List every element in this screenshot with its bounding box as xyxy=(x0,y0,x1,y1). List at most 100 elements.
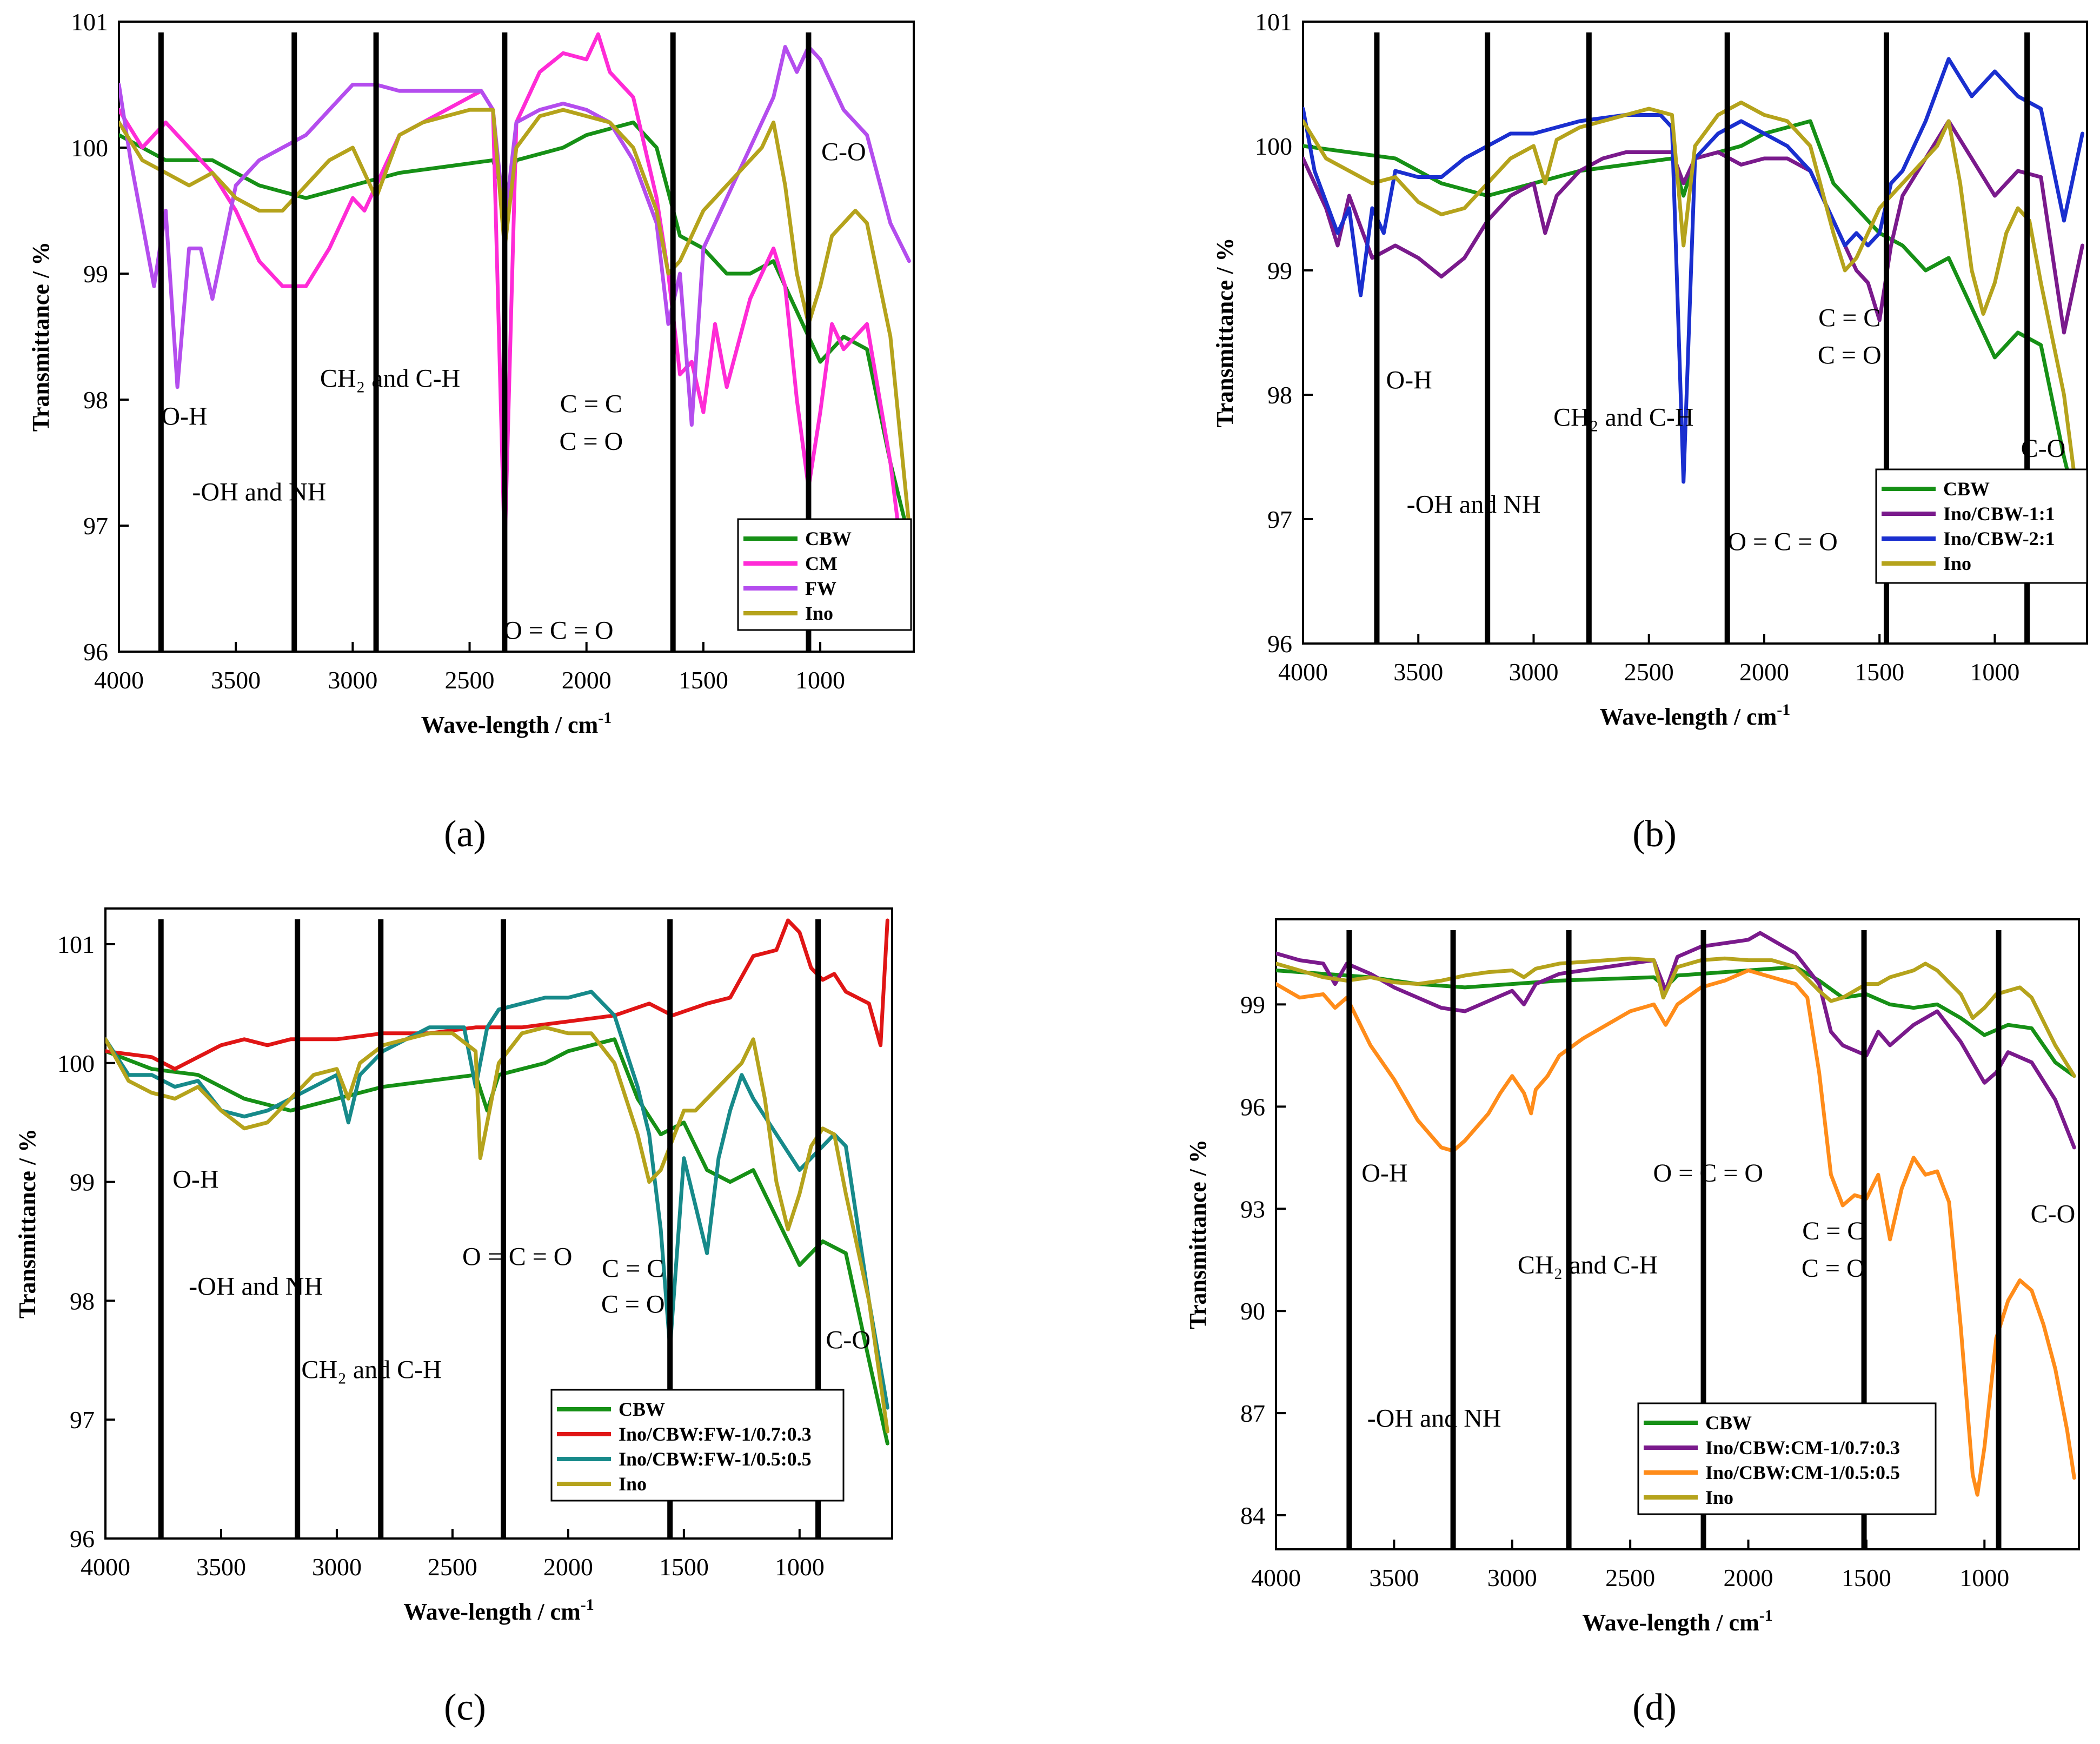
legend-label: CM xyxy=(805,553,838,574)
y-tick-label: 100 xyxy=(1255,132,1292,160)
y-tick-label: 101 xyxy=(71,8,108,36)
y-tick-label: 98 xyxy=(1267,381,1292,409)
band-annotation: C = C xyxy=(560,389,622,418)
x-tick-label: 1000 xyxy=(1959,1564,2009,1592)
legend-label: Ino xyxy=(805,602,833,624)
series-line-Ino xyxy=(1303,101,2084,540)
panel-a: 4000 3500 3000 2500 2000 1500 1000 96 97 98 99 100 1… xyxy=(28,8,915,855)
x-axis-label-superscript: -1 xyxy=(1777,701,1790,719)
panel-caption: (d) xyxy=(1632,1687,1677,1728)
legend-label: CBW xyxy=(1943,478,1990,500)
legend-label: Ino xyxy=(619,1473,647,1495)
y-tick-label: 93 xyxy=(1240,1195,1265,1223)
y-tick-label: 100 xyxy=(57,1050,95,1077)
x-tick-label: 2500 xyxy=(1605,1564,1655,1592)
series-line-Ino/CBW:FW-1/0.7:0.3 xyxy=(105,918,889,1071)
y-tick-label: 97 xyxy=(70,1406,95,1434)
plot-frame xyxy=(1302,21,2088,645)
panel-b: 4000 3500 3000 2500 2000 1500 1000 96 97 98 99 100 1… xyxy=(1212,8,2088,855)
y-tick-label: 96 xyxy=(1267,630,1292,658)
series-line-Ino xyxy=(1276,956,2076,1078)
y-tick-label: 99 xyxy=(70,1169,95,1196)
series-line-Ino/CBW:CM-1/0.5:0.5 xyxy=(1276,969,2076,1497)
x-tick-label: 2500 xyxy=(445,666,495,694)
x-tick-label: 3500 xyxy=(1393,658,1443,686)
y-axis-label: Transmittance / % xyxy=(1212,237,1238,427)
y-tick-label: 98 xyxy=(70,1287,95,1315)
band-annotation: C-O xyxy=(821,137,866,166)
band-annotation: CH₂ and C-H xyxy=(320,364,460,393)
x-tick-label: 2500 xyxy=(1624,658,1674,686)
x-tick-label: 2000 xyxy=(1739,658,1789,686)
y-tick-label: 99 xyxy=(1240,991,1265,1018)
legend-label: Ino/CBW-2:1 xyxy=(1943,528,2055,549)
panel-d: 4000 3500 3000 2500 2000 1500 1000 84 87 90 93 96 99… xyxy=(1185,918,2080,1728)
x-tick-label: 3000 xyxy=(328,666,377,694)
y-tick-label: 100 xyxy=(71,134,108,162)
band-annotation: C-O xyxy=(2021,434,2066,463)
series-line-CM xyxy=(119,32,911,616)
y-tick-label: 87 xyxy=(1240,1400,1265,1427)
series-line-Ino/CBW:CM-1/0.7:0.3 xyxy=(1276,931,2076,1150)
y-tick-label: 96 xyxy=(1240,1093,1265,1120)
data-area xyxy=(1303,57,2084,540)
y-tick-label: 101 xyxy=(57,931,95,958)
x-tick-label: 1000 xyxy=(1970,658,2019,686)
x-tick-label: 3000 xyxy=(1487,1564,1537,1592)
x-tick-label: 3500 xyxy=(211,666,261,694)
plot-frame xyxy=(104,907,893,1540)
band-annotation: O = C = O xyxy=(462,1242,572,1271)
x-tick-label: 4000 xyxy=(94,666,144,694)
x-axis-label-superscript: -1 xyxy=(1759,1607,1773,1624)
legend: CBW CM FW Ino xyxy=(737,518,912,631)
panel-caption: (b) xyxy=(1632,813,1677,855)
series-line-Ino xyxy=(105,1025,889,1434)
legend-label: CBW xyxy=(805,528,852,549)
x-tick-label: 1000 xyxy=(795,666,845,694)
band-annotation: O = C = O xyxy=(1653,1159,1763,1188)
x-tick-label: 2000 xyxy=(543,1553,593,1581)
band-annotation: C = O xyxy=(601,1290,665,1318)
x-axis-label-superscript: -1 xyxy=(598,709,612,727)
legend-label: Ino/CBW:CM-1/0.7:0.3 xyxy=(1705,1437,1900,1458)
x-axis-label: Wave-length / cm-1 xyxy=(1582,1607,1773,1636)
legend: CBW Ino/CBW-1:1 Ino/CBW-2:1 Ino xyxy=(1875,468,2088,584)
band-annotation: C = O xyxy=(559,427,623,456)
legend: CBW Ino/CBW:FW-1/0.7:0.3 Ino/CBW:FW-1/0.5:… xyxy=(550,1389,845,1502)
y-tick-label: 90 xyxy=(1240,1297,1265,1325)
legend-label: Ino xyxy=(1943,553,1971,574)
band-annotation: C-O xyxy=(826,1325,870,1354)
x-tick-label: 2000 xyxy=(1724,1564,1773,1592)
y-tick-label: 99 xyxy=(1267,257,1292,284)
data-area xyxy=(105,918,889,1445)
y-tick-label: 97 xyxy=(1267,506,1292,533)
x-axis-label-superscript: -1 xyxy=(581,1596,594,1614)
y-axis-label: Transmittance / % xyxy=(14,1129,41,1318)
x-tick-label: 1500 xyxy=(679,666,728,694)
band-annotation: C = O xyxy=(1802,1254,1865,1283)
legend-label: Ino/CBW:FW-1/0.7:0.3 xyxy=(619,1423,812,1445)
band-annotation: O-H xyxy=(161,402,207,431)
panel-c: 4000 3500 3000 2500 2000 1500 1000 96 97 98 99 100 1… xyxy=(14,907,893,1728)
x-tick-label: 1000 xyxy=(775,1553,825,1581)
x-axis-label: Wave-length / cm-1 xyxy=(1600,701,1791,730)
x-tick-label: 3500 xyxy=(196,1553,246,1581)
legend-label: Ino/CBW:CM-1/0.5:0.5 xyxy=(1705,1462,1900,1483)
legend-label: FW xyxy=(805,578,836,599)
panel-caption: (c) xyxy=(444,1687,486,1728)
band-annotation: C = C xyxy=(1802,1217,1864,1245)
x-tick-label: 1500 xyxy=(1855,658,1904,686)
band-annotation: CH₂ and C-H xyxy=(1553,403,1693,432)
y-axis-label: Transmittance / % xyxy=(1185,1139,1211,1329)
legend-label: Ino/CBW-1:1 xyxy=(1943,503,2055,525)
band-annotation: C-O xyxy=(2031,1199,2076,1228)
band-annotation: O-H xyxy=(1386,366,1432,395)
x-tick-label: 1500 xyxy=(659,1553,709,1581)
data-area xyxy=(119,32,911,616)
panel-caption: (a) xyxy=(444,813,486,855)
legend-label: Ino xyxy=(1705,1487,1733,1508)
x-tick-label: 4000 xyxy=(1278,658,1328,686)
x-axis-label: Wave-length / cm-1 xyxy=(421,709,612,738)
y-axis-label: Transmittance / % xyxy=(28,242,54,432)
